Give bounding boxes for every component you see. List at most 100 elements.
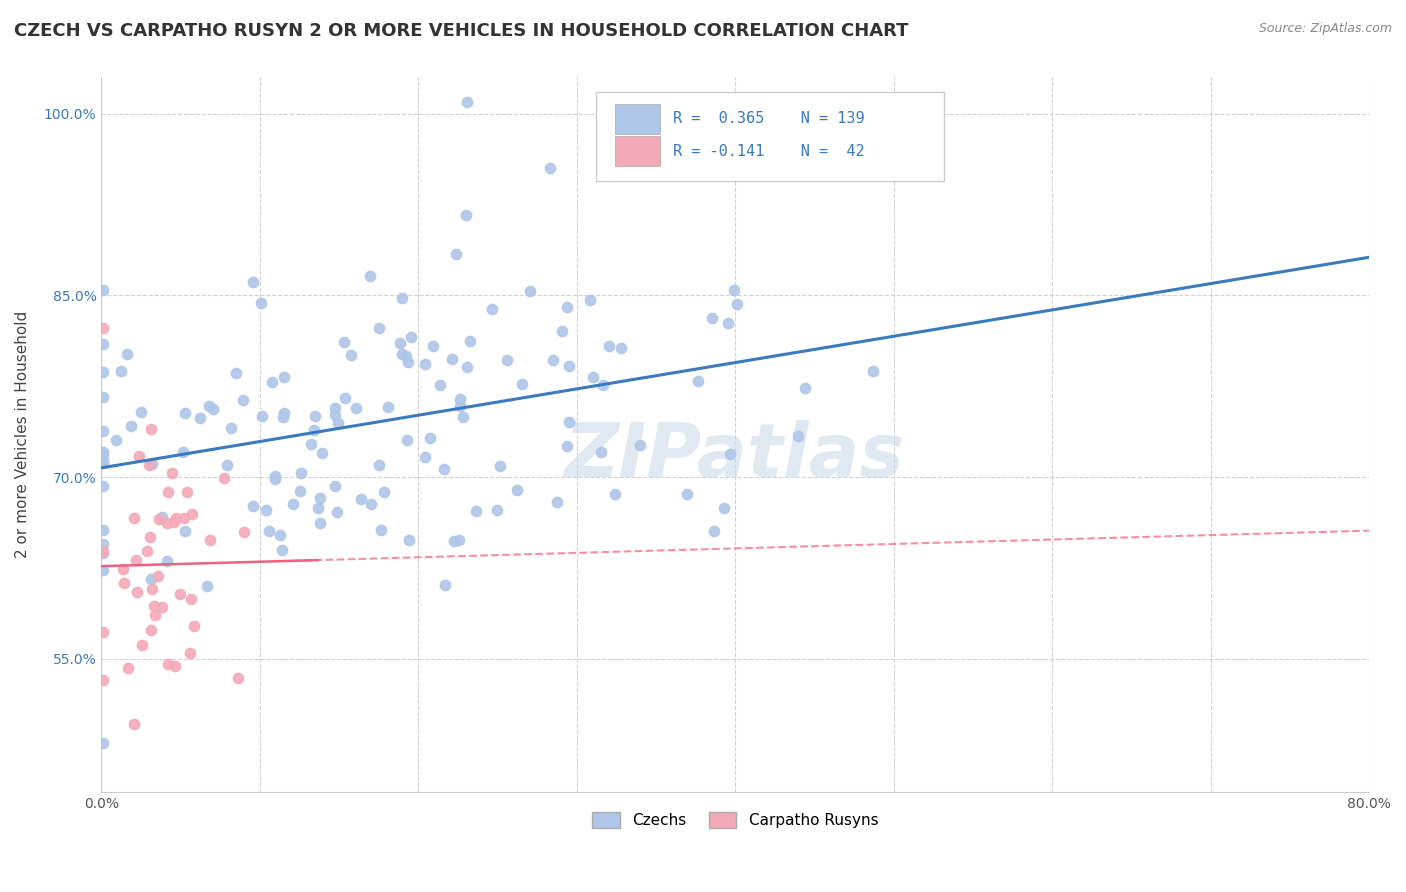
Point <box>489 458 512 473</box>
Point <box>172 445 194 459</box>
Point <box>91 321 114 335</box>
Point <box>373 485 395 500</box>
Legend: Czechs, Carpatho Rusyns: Czechs, Carpatho Rusyns <box>586 806 884 834</box>
Point <box>391 347 413 361</box>
Point <box>481 301 503 316</box>
Point <box>713 501 735 516</box>
Point <box>139 530 162 544</box>
Point <box>91 543 114 558</box>
Point <box>139 623 162 637</box>
Point <box>413 357 436 371</box>
Point <box>148 511 170 525</box>
Point <box>91 336 114 351</box>
Point <box>122 717 145 731</box>
Point <box>257 524 280 539</box>
Point <box>546 494 568 508</box>
Point <box>169 587 191 601</box>
Point <box>360 497 382 511</box>
Point <box>415 450 437 464</box>
Point <box>290 466 312 480</box>
Point <box>131 638 153 652</box>
Text: R =  0.365    N = 139: R = 0.365 N = 139 <box>673 112 865 127</box>
Point <box>506 483 529 497</box>
Point <box>458 334 481 348</box>
Point <box>370 523 392 537</box>
Point <box>333 334 356 349</box>
Point <box>212 471 235 485</box>
Point <box>323 408 346 422</box>
Point <box>610 341 633 355</box>
Point <box>91 625 114 640</box>
FancyBboxPatch shape <box>614 136 661 166</box>
Point <box>399 330 422 344</box>
Point <box>717 316 740 330</box>
Point <box>180 592 202 607</box>
Point <box>419 432 441 446</box>
Point <box>307 500 329 515</box>
Point <box>111 562 134 576</box>
Point <box>183 618 205 632</box>
Point <box>862 364 884 378</box>
Point <box>91 479 114 493</box>
Point <box>91 283 114 297</box>
Point <box>91 536 114 550</box>
Point <box>686 374 709 388</box>
Point <box>91 424 114 438</box>
FancyBboxPatch shape <box>596 92 945 181</box>
Point <box>136 544 159 558</box>
Text: R = -0.141    N =  42: R = -0.141 N = 42 <box>673 144 865 159</box>
Point <box>299 436 322 450</box>
Point <box>125 584 148 599</box>
Point <box>323 401 346 416</box>
Point <box>591 445 613 459</box>
Point <box>543 353 565 368</box>
Point <box>250 409 273 424</box>
Text: ZIPatlas: ZIPatlas <box>565 419 905 492</box>
Point <box>273 370 295 384</box>
Point <box>162 466 184 480</box>
Point <box>143 599 166 613</box>
Point <box>326 416 349 430</box>
Point <box>720 447 742 461</box>
FancyBboxPatch shape <box>614 103 661 134</box>
Point <box>250 296 273 310</box>
Point <box>454 208 477 222</box>
Point <box>510 377 533 392</box>
Point <box>449 399 471 413</box>
Point <box>723 283 745 297</box>
Point <box>91 673 114 687</box>
Point <box>114 576 136 591</box>
Point <box>179 646 201 660</box>
Point <box>555 300 578 314</box>
Point <box>110 364 132 378</box>
Point <box>700 311 723 326</box>
Point <box>195 579 218 593</box>
Point <box>441 352 464 367</box>
Point <box>129 405 152 419</box>
Point <box>786 429 808 443</box>
Point <box>157 657 180 671</box>
Point <box>703 524 725 539</box>
Point <box>91 523 114 537</box>
Point <box>302 423 325 437</box>
Point <box>141 422 163 436</box>
Point <box>173 524 195 538</box>
Point <box>269 528 291 542</box>
Point <box>125 552 148 566</box>
Point <box>335 392 357 406</box>
Point <box>451 410 474 425</box>
Point <box>233 524 256 539</box>
Point <box>146 569 169 583</box>
Point <box>538 161 561 175</box>
Point <box>271 409 294 424</box>
Y-axis label: 2 or more Vehicles in Household: 2 or more Vehicles in Household <box>15 311 30 558</box>
Point <box>429 378 451 392</box>
Point <box>173 511 195 525</box>
Point <box>197 400 219 414</box>
Point <box>163 659 186 673</box>
Point <box>273 406 295 420</box>
Point <box>367 458 389 472</box>
Point <box>555 439 578 453</box>
Point <box>359 268 381 283</box>
Point <box>433 462 456 476</box>
